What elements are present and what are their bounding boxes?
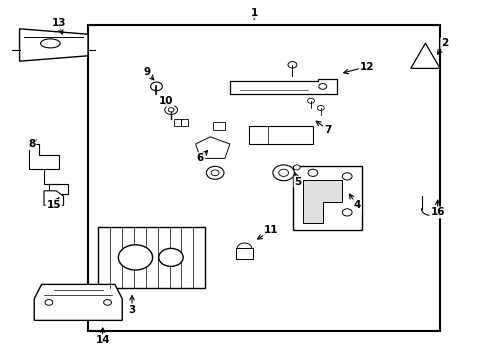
Bar — [249, 126, 312, 144]
Ellipse shape — [41, 39, 60, 48]
Text: 9: 9 — [143, 67, 150, 77]
Polygon shape — [20, 29, 88, 61]
Text: 12: 12 — [359, 62, 373, 72]
Polygon shape — [195, 137, 229, 158]
Circle shape — [168, 108, 174, 112]
Circle shape — [287, 62, 296, 68]
Text: 8: 8 — [28, 139, 35, 149]
Circle shape — [159, 248, 183, 266]
Polygon shape — [49, 184, 68, 194]
Circle shape — [318, 84, 326, 89]
Polygon shape — [44, 191, 63, 205]
Circle shape — [342, 209, 351, 216]
Bar — [98, 227, 205, 288]
Polygon shape — [410, 43, 439, 68]
Text: 4: 4 — [352, 200, 360, 210]
Circle shape — [278, 169, 288, 176]
Circle shape — [317, 105, 324, 111]
Circle shape — [103, 300, 111, 305]
Circle shape — [206, 166, 224, 179]
Text: 6: 6 — [197, 153, 203, 163]
Text: 10: 10 — [159, 96, 173, 106]
Text: 5: 5 — [294, 177, 301, 187]
Polygon shape — [29, 144, 59, 169]
Bar — [293, 166, 361, 230]
Circle shape — [164, 105, 177, 114]
Circle shape — [342, 173, 351, 180]
Text: 3: 3 — [128, 305, 135, 315]
Text: 11: 11 — [264, 225, 278, 235]
Circle shape — [307, 98, 314, 103]
Bar — [235, 248, 253, 259]
Text: 1: 1 — [250, 8, 257, 18]
Circle shape — [293, 165, 300, 170]
Polygon shape — [303, 180, 342, 223]
Text: 14: 14 — [95, 335, 110, 345]
Bar — [212, 122, 224, 130]
Polygon shape — [34, 284, 122, 320]
Circle shape — [272, 165, 294, 181]
Circle shape — [150, 82, 162, 91]
Circle shape — [237, 243, 251, 254]
Text: 2: 2 — [441, 38, 447, 48]
Text: 15: 15 — [46, 200, 61, 210]
Circle shape — [118, 245, 152, 270]
Text: 16: 16 — [429, 207, 444, 217]
Circle shape — [211, 170, 219, 176]
Text: 13: 13 — [51, 18, 66, 28]
Polygon shape — [229, 79, 337, 94]
Circle shape — [307, 169, 317, 176]
Bar — [88, 25, 439, 331]
Circle shape — [45, 300, 53, 305]
Text: 7: 7 — [323, 125, 331, 135]
Bar — [173, 119, 188, 126]
